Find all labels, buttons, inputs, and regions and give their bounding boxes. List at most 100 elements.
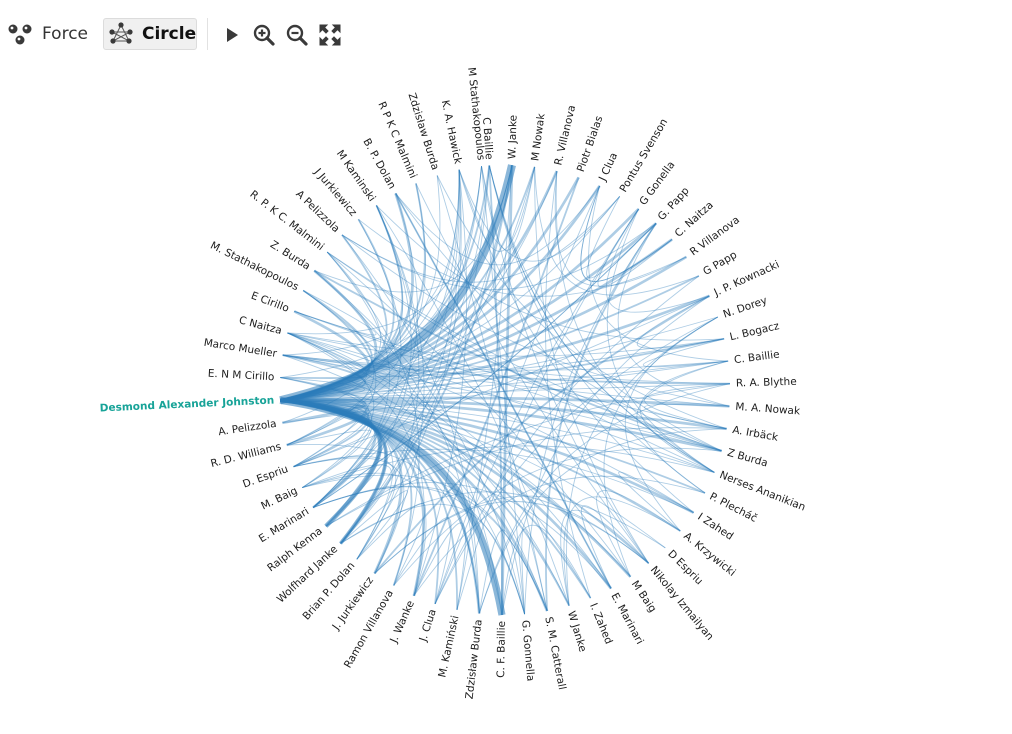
node-label[interactable]: S. M. Catterall: [542, 616, 568, 691]
graph-edge: [618, 471, 694, 532]
graph-edge: [374, 495, 666, 574]
graph-edge: [326, 251, 722, 452]
graph-edge: [280, 255, 688, 402]
node-label[interactable]: D. Espriu: [241, 463, 290, 490]
node-label[interactable]: N. Dorey: [722, 294, 769, 320]
node-label[interactable]: M Baig: [629, 578, 659, 614]
graph-edge: [395, 193, 612, 589]
node-label[interactable]: Z Burda: [726, 447, 769, 470]
graph-edge: [597, 208, 673, 288]
graph-edge: [287, 332, 425, 596]
node-label[interactable]: Nikolay Izmailyan: [648, 564, 716, 643]
node-label[interactable]: E. N M Cirillo: [208, 368, 275, 384]
force-layout-label: Force: [42, 24, 88, 44]
graph-edge: [282, 354, 730, 407]
graph-edge: [339, 164, 513, 545]
node-label[interactable]: M. Baig: [259, 485, 299, 513]
node-label[interactable]: C. F. Baillie: [495, 621, 508, 678]
node-label[interactable]: W. Janke: [506, 115, 519, 160]
graph-edge: [458, 169, 621, 262]
node-label[interactable]: R. Villanova: [552, 104, 578, 167]
graph-edge: [341, 196, 621, 283]
graph-edge: [312, 166, 536, 508]
node-label[interactable]: A. Pelizzola: [218, 418, 278, 438]
node-label[interactable]: M Nowak: [529, 112, 547, 162]
node-label[interactable]: R. D. Williams: [209, 441, 282, 470]
graph-edge: [294, 310, 727, 430]
graph-edge: [358, 218, 687, 297]
node-label[interactable]: Marco Mueller: [203, 337, 279, 360]
graph-edge: [287, 332, 725, 357]
toolbar-divider: [207, 18, 208, 50]
graph-edge: [293, 455, 397, 560]
graph-edge: [456, 165, 513, 610]
node-label[interactable]: A. Irbäck: [731, 424, 779, 444]
node-label[interactable]: J. Wanke: [387, 599, 416, 646]
node-label[interactable]: C. Baillie: [733, 348, 780, 366]
zoom-in-icon[interactable]: [252, 23, 276, 47]
graph-edge: [294, 310, 722, 452]
graph-edge: [636, 360, 729, 494]
graph-edge: [282, 354, 729, 371]
graph-edge: [566, 316, 719, 606]
node-label[interactable]: C Baillie: [480, 117, 495, 160]
graph-edge: [280, 399, 666, 549]
node-label[interactable]: C Naitza: [238, 314, 284, 337]
node-label[interactable]: M. Kamiński: [436, 614, 461, 678]
graph-edge: [312, 219, 402, 508]
graph-edge: [436, 175, 727, 430]
graph-edge: [478, 529, 526, 615]
fullscreen-icon[interactable]: [318, 23, 342, 47]
graph-edge: [415, 183, 649, 564]
graph-edge: [643, 404, 730, 430]
graph-edge: [478, 428, 727, 614]
graph-edge: [340, 169, 461, 544]
graph-edge: [302, 464, 392, 544]
node-label[interactable]: Zdzisław Burda: [464, 619, 485, 700]
edges-layer: [279, 164, 730, 616]
node-label[interactable]: R. A. Blythe: [736, 376, 797, 390]
node-label[interactable]: J Clua: [596, 151, 620, 184]
node-label[interactable]: Piotr Bialas: [575, 114, 606, 173]
graph-edge: [488, 165, 503, 616]
graph-edge: [617, 223, 730, 407]
graph-edge: [586, 196, 657, 279]
node-label[interactable]: W Janke: [565, 610, 588, 654]
graph-edge: [286, 429, 372, 468]
graph-edge: [280, 398, 388, 545]
circle-layout-button[interactable]: Circle: [103, 18, 197, 50]
graph-edge: [279, 164, 516, 405]
node-label[interactable]: M. A. Nowak: [735, 401, 801, 418]
node-label[interactable]: Z. Burda: [268, 239, 312, 273]
graph-edge: [434, 185, 601, 605]
node-label[interactable]: E Cirillo: [249, 290, 290, 315]
graph-edge: [374, 205, 425, 574]
graph-edge: [340, 491, 649, 564]
graph-edge: [286, 290, 375, 446]
graph-edge: [500, 165, 514, 616]
play-icon[interactable]: [220, 23, 244, 47]
node-label[interactable]: R. P. K C. Malmini: [247, 188, 326, 253]
node-label[interactable]: G Papp: [701, 249, 739, 278]
graph-edge: [563, 496, 681, 606]
node-label[interactable]: J. Clua: [417, 608, 439, 644]
force-layout-button[interactable]: Force: [2, 18, 94, 50]
node-label[interactable]: Desmond Alexander Johnston: [100, 395, 275, 415]
graph-edge: [326, 251, 631, 578]
graph-edge: [596, 490, 681, 578]
graph-edge: [294, 290, 377, 336]
node-label[interactable]: I Zahed: [695, 511, 735, 543]
node-label[interactable]: L. Bogacz: [729, 320, 781, 343]
node-label[interactable]: I. Zahed: [587, 601, 615, 646]
node-label[interactable]: M Stathakopoulos: [465, 67, 487, 161]
graph-edge: [639, 360, 729, 473]
graph-edge: [501, 524, 591, 616]
circle-layout-label: Circle: [142, 24, 197, 44]
graph-edge: [279, 207, 640, 402]
graph-edge: [280, 377, 366, 401]
node-label[interactable]: K. A. Hawick: [439, 99, 464, 166]
circle-layout-icon: [108, 21, 134, 47]
node-label[interactable]: G. Gonnella: [519, 620, 536, 682]
zoom-out-icon[interactable]: [285, 23, 309, 47]
